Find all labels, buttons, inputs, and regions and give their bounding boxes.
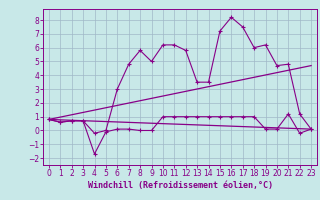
X-axis label: Windchill (Refroidissement éolien,°C): Windchill (Refroidissement éolien,°C): [87, 181, 273, 190]
